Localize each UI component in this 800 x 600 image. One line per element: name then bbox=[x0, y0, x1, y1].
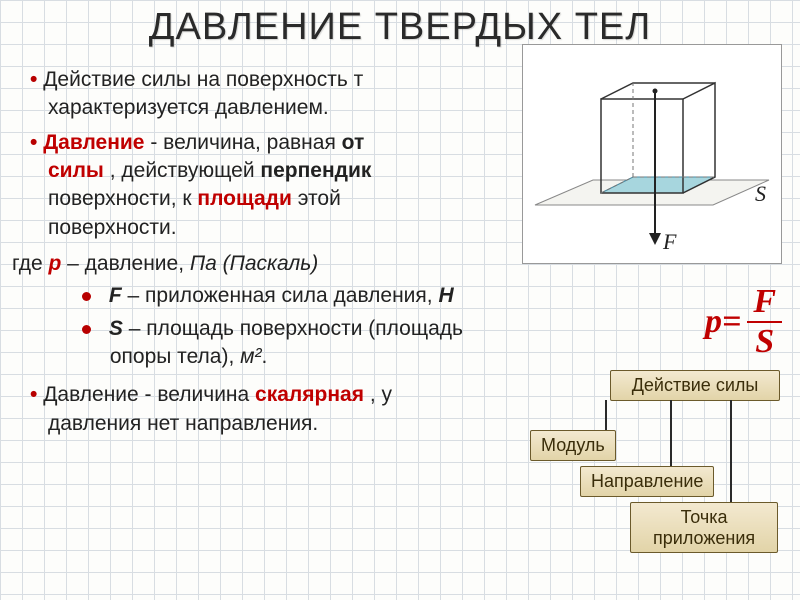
formula-numerator: F bbox=[747, 285, 782, 323]
cube-svg: F S bbox=[523, 45, 783, 265]
box-point: Точка приложения bbox=[630, 502, 778, 553]
label-surface: S bbox=[755, 181, 766, 206]
term-pressure: Давление bbox=[43, 131, 144, 154]
force-action-tree: Действие силы Модуль Направление Точка п… bbox=[500, 370, 790, 580]
text: (Паскаль) bbox=[223, 252, 319, 275]
text: – площадь поверхности (площадь bbox=[129, 317, 463, 340]
formula-denominator: S bbox=[755, 323, 774, 359]
symbol-f: F bbox=[109, 284, 122, 307]
sub-bullet-f: F – приложенная сила давления, Н bbox=[12, 282, 492, 310]
label-force: F bbox=[662, 229, 677, 254]
where-line: где р – давление, Па (Паскаль) bbox=[12, 250, 492, 278]
force-arrow-head bbox=[649, 233, 661, 245]
text: характеризуется давлением. bbox=[48, 96, 329, 119]
connector-line bbox=[730, 400, 732, 505]
text: перпендик bbox=[260, 159, 371, 182]
symbol-s: S bbox=[109, 317, 123, 340]
text: поверхности, к bbox=[48, 187, 197, 210]
term-scalar: скалярная bbox=[255, 383, 364, 406]
bullet-dot-icon bbox=[82, 292, 91, 301]
bullet-2: Давление - величина, равная от силы , де… bbox=[30, 129, 492, 242]
unit-m2: м² bbox=[240, 345, 261, 368]
connector-line bbox=[670, 400, 672, 470]
text: этой bbox=[298, 187, 341, 210]
formula-fraction: F S bbox=[747, 285, 782, 359]
text: поверхности. bbox=[48, 216, 177, 239]
content-column: Действие силы на поверхность т характери… bbox=[12, 60, 492, 444]
unit-pa: Па bbox=[190, 252, 217, 275]
page-title: ДАВЛЕНИЕ ТВЕРДЫХ ТЕЛ bbox=[0, 0, 800, 49]
term-area: площади bbox=[197, 187, 291, 210]
text: Давление - величина bbox=[43, 383, 255, 406]
bullet-1: Действие силы на поверхность т характери… bbox=[30, 66, 492, 123]
text: - величина, равная bbox=[150, 131, 341, 154]
box-direction: Направление bbox=[580, 466, 714, 497]
text: , у bbox=[370, 383, 392, 406]
cube-diagram: F S bbox=[522, 44, 782, 264]
box-action: Действие силы bbox=[610, 370, 780, 401]
bullet-3: Давление - величина скалярная , у давлен… bbox=[30, 381, 492, 438]
text: Точка bbox=[681, 507, 728, 527]
force-origin-dot bbox=[653, 89, 658, 94]
term-force: силы bbox=[48, 159, 104, 182]
unit-n: Н bbox=[438, 284, 453, 307]
formula-lhs: p bbox=[705, 303, 722, 341]
text: приложения bbox=[653, 528, 755, 548]
text: – давление, bbox=[67, 252, 190, 275]
text: где bbox=[12, 252, 48, 275]
bullet-dot-icon bbox=[82, 325, 91, 334]
text: Действие силы на поверхность т bbox=[43, 68, 363, 91]
formula-eq: = bbox=[722, 303, 741, 341]
text: , действующей bbox=[110, 159, 261, 182]
symbol-p: р bbox=[48, 252, 61, 275]
box-modulus: Модуль bbox=[530, 430, 616, 461]
pressure-formula: p = F S bbox=[705, 285, 782, 359]
text: от bbox=[342, 131, 365, 154]
text: – приложенная сила давления, bbox=[128, 284, 439, 307]
text: опоры тела), bbox=[110, 345, 240, 368]
text: . bbox=[262, 345, 268, 368]
text: давления нет направления. bbox=[48, 412, 318, 435]
sub-bullet-s: S – площадь поверхности (площадь опоры т… bbox=[12, 315, 492, 372]
